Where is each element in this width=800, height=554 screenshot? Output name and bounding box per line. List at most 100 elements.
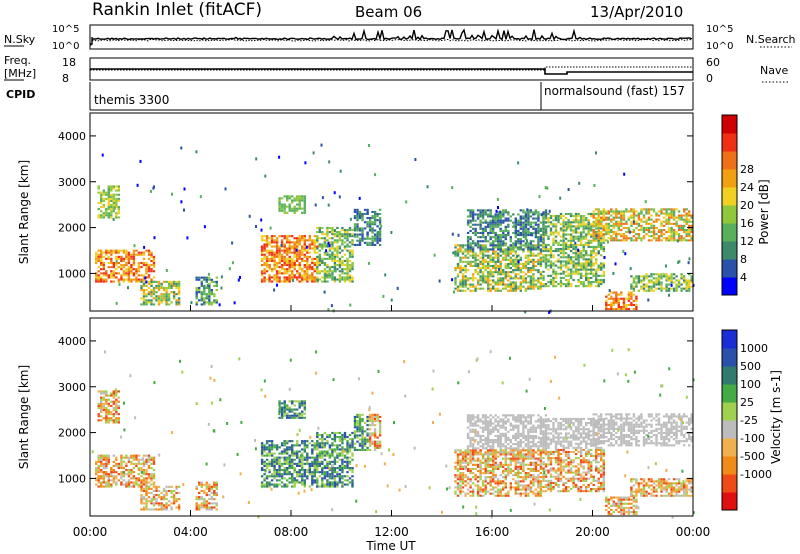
heatmap-cell (582, 227, 585, 230)
freq-tick-8: 8 (62, 72, 69, 85)
heatmap-cell (612, 239, 615, 242)
heatmap-cell (127, 460, 131, 463)
heatmap-cell (291, 264, 294, 267)
heatmap-cell (321, 442, 324, 445)
heatmap-cell (371, 235, 374, 238)
heatmap-cell (172, 295, 176, 298)
heatmap-cell (512, 254, 515, 257)
heatmap-cell (215, 491, 218, 494)
heatmap-cell (265, 262, 269, 265)
heatmap-cell (524, 219, 528, 222)
heatmap-cell (321, 231, 324, 234)
heatmap-cell (557, 250, 560, 253)
heatmap-cell (547, 217, 550, 220)
heatmap-cell (323, 483, 327, 486)
heatmap-cell (617, 308, 620, 311)
heatmap-cell (326, 270, 329, 273)
heatmap-cell (323, 243, 327, 246)
heatmap-cell (140, 462, 143, 465)
heatmap-cell (494, 269, 497, 272)
heatmap-cell (303, 235, 306, 238)
heatmap-cell (107, 475, 110, 478)
heatmap-speckle (180, 146, 183, 150)
heatmap-cell (200, 276, 203, 279)
heatmap-speckle (603, 256, 606, 259)
heatmap-cell (532, 279, 535, 282)
heatmap-cell (683, 275, 686, 278)
heatmap-cell (672, 277, 676, 280)
heatmap-cell (489, 275, 492, 278)
heatmap-cell (273, 245, 276, 248)
heatmap-cell (333, 235, 337, 238)
heatmap-cell (195, 297, 198, 300)
heatmap-speckle (548, 209, 551, 213)
heatmap-cell (514, 260, 517, 263)
heatmap-cell (459, 289, 462, 292)
heatmap-cell (461, 250, 465, 253)
heatmap-cell (208, 291, 211, 294)
heatmap-cell (263, 235, 266, 238)
heatmap-cell (610, 301, 613, 304)
heatmap-cell (298, 471, 301, 474)
heatmap-cell (504, 219, 507, 222)
heatmap-cell (371, 231, 374, 234)
heatmap-cell (471, 231, 475, 234)
heatmap-cell (115, 483, 118, 486)
heatmap-cell (110, 185, 113, 188)
heatmap-cell (95, 262, 98, 265)
heatmap-cell (97, 208, 100, 211)
heatmap-speckle (183, 187, 186, 191)
heatmap-cell (376, 415, 379, 418)
heatmap-cell (213, 502, 216, 505)
heatmap-cell (145, 500, 148, 503)
heatmap-cell (494, 287, 497, 290)
heatmap-speckle (677, 260, 680, 264)
heatmap-cell (338, 458, 342, 461)
heatmap-cell (177, 282, 181, 285)
heatmap-cell (461, 246, 465, 249)
colorbar-swatch (722, 133, 737, 152)
heatmap-cell (471, 248, 475, 251)
heatmap-cell (487, 248, 490, 251)
heatmap-cell (200, 293, 203, 296)
heatmap-cell (600, 245, 603, 248)
heatmap-cell (343, 467, 347, 470)
heatmap-cell (115, 212, 118, 215)
heatmap-cell (100, 483, 103, 486)
heatmap-cell (368, 424, 372, 427)
heatmap-cell (471, 260, 475, 263)
heatmap-cell (512, 287, 515, 290)
heatmap-cell (288, 241, 291, 244)
heatmap-cell (363, 442, 367, 445)
heatmap-cell (208, 301, 211, 304)
heatmap-cell (376, 235, 379, 238)
heatmap-cell (620, 306, 623, 309)
heatmap-speckle (328, 244, 331, 248)
heatmap-cell (600, 233, 603, 236)
heatmap-cell (534, 221, 538, 224)
heatmap-cell (662, 212, 666, 215)
heatmap-cell (147, 456, 151, 459)
ytick-label: 4000 (58, 130, 86, 143)
heatmap-cell (356, 225, 359, 228)
heatmap-cell (130, 454, 133, 457)
heatmap-cell (361, 229, 364, 232)
heatmap-cell (263, 243, 266, 246)
heatmap-cell (358, 426, 362, 429)
heatmap-cell (177, 289, 181, 292)
heatmap-cell (660, 212, 663, 215)
heatmap-cell (454, 246, 457, 249)
heatmap-cell (265, 264, 269, 267)
heatmap-cell (514, 223, 517, 226)
heatmap-cell (316, 434, 319, 437)
heatmap-cell (632, 293, 636, 296)
heatmap-cell (348, 448, 352, 451)
heatmap-cell (288, 440, 291, 443)
heatmap-cell (100, 400, 103, 403)
heatmap-cell (275, 241, 279, 244)
heatmap-cell (502, 277, 505, 280)
heatmap-cell (288, 255, 291, 258)
heatmap-cell (690, 281, 693, 284)
heatmap-cell (177, 291, 181, 294)
heatmap-cell (157, 496, 161, 499)
